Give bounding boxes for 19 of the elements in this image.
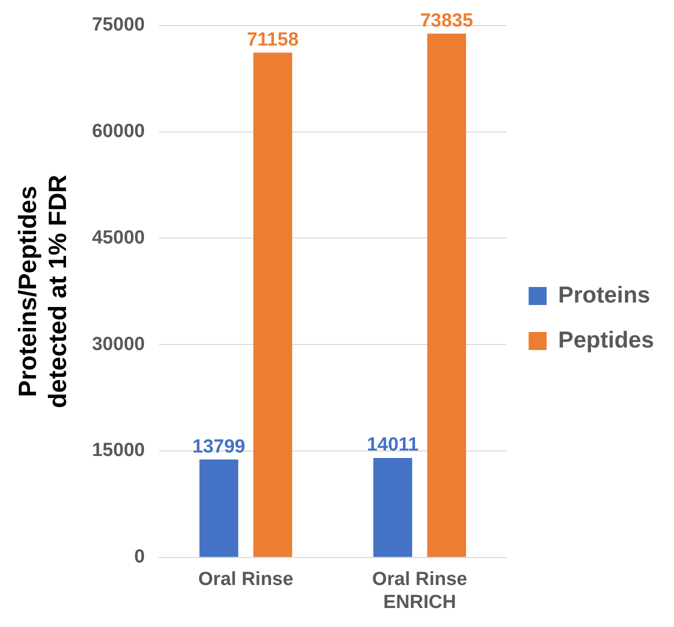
data-label: 13799 xyxy=(192,436,246,458)
bar xyxy=(427,34,466,557)
y-tick-label: 45000 xyxy=(92,227,145,248)
legend-label: Proteins xyxy=(558,281,650,308)
legend-label: Peptides xyxy=(558,326,654,352)
y-tick-label: 15000 xyxy=(92,440,145,462)
data-label: 14011 xyxy=(366,434,420,456)
y-tick-label: 0 xyxy=(134,546,145,568)
bar xyxy=(253,52,292,557)
x-tick-label: Oral Rinse xyxy=(198,569,294,590)
y-tick-label: 60000 xyxy=(92,121,145,142)
y-tick-label: 30000 xyxy=(92,334,145,355)
data-label: 73835 xyxy=(420,10,474,32)
bar xyxy=(373,458,412,557)
y-tick-label: 75000 xyxy=(92,14,145,36)
y-axis-title: Proteins/Peptides detected at 1% FDR xyxy=(14,174,72,408)
data-label: 71158 xyxy=(246,29,299,50)
x-tick-label: Oral Rinse ENRICH xyxy=(372,569,468,613)
bar xyxy=(199,460,238,557)
